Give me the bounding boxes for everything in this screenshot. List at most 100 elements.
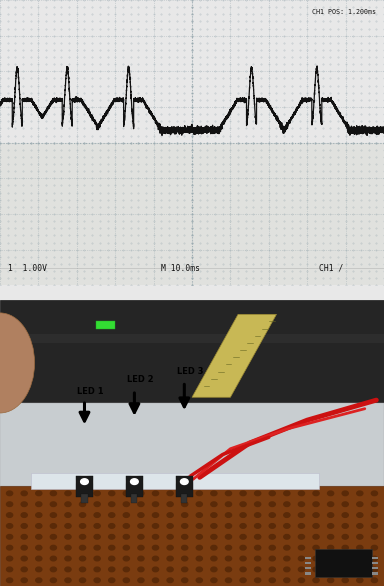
Bar	[0, 486, 384, 586]
Circle shape	[357, 556, 363, 561]
Circle shape	[255, 578, 261, 582]
Circle shape	[109, 534, 115, 539]
Circle shape	[180, 479, 188, 485]
Circle shape	[255, 556, 261, 561]
Circle shape	[182, 502, 188, 506]
Bar	[176, 476, 193, 498]
Circle shape	[284, 513, 290, 517]
Circle shape	[298, 556, 305, 561]
Circle shape	[240, 534, 246, 539]
Circle shape	[50, 524, 56, 528]
Circle shape	[138, 546, 144, 550]
Circle shape	[79, 513, 86, 517]
Circle shape	[225, 567, 232, 572]
Circle shape	[109, 578, 115, 582]
Bar	[315, 549, 372, 577]
Circle shape	[123, 546, 129, 550]
Circle shape	[342, 578, 348, 582]
Circle shape	[65, 502, 71, 506]
Circle shape	[50, 502, 56, 506]
Circle shape	[152, 546, 159, 550]
Circle shape	[167, 491, 173, 496]
Circle shape	[94, 578, 100, 582]
Circle shape	[298, 491, 305, 496]
Circle shape	[79, 578, 86, 582]
Circle shape	[255, 546, 261, 550]
Circle shape	[313, 524, 319, 528]
Circle shape	[240, 556, 246, 561]
Circle shape	[94, 534, 100, 539]
Circle shape	[225, 491, 232, 496]
Circle shape	[211, 546, 217, 550]
Circle shape	[50, 546, 56, 550]
Circle shape	[371, 567, 377, 572]
Bar	[0, 335, 384, 343]
Circle shape	[79, 502, 86, 506]
Circle shape	[182, 578, 188, 582]
Circle shape	[211, 534, 217, 539]
Circle shape	[167, 567, 173, 572]
Circle shape	[371, 502, 377, 506]
Circle shape	[94, 502, 100, 506]
Circle shape	[342, 502, 348, 506]
Circle shape	[357, 513, 363, 517]
Bar	[305, 567, 311, 570]
Circle shape	[342, 513, 348, 517]
Circle shape	[371, 513, 377, 517]
Bar	[0, 403, 384, 486]
Circle shape	[196, 556, 202, 561]
Circle shape	[225, 513, 232, 517]
Circle shape	[79, 556, 86, 561]
Circle shape	[240, 578, 246, 582]
Circle shape	[284, 556, 290, 561]
Circle shape	[7, 491, 13, 496]
Circle shape	[313, 502, 319, 506]
Circle shape	[298, 524, 305, 528]
Circle shape	[182, 546, 188, 550]
Circle shape	[196, 578, 202, 582]
Circle shape	[81, 479, 88, 485]
Circle shape	[357, 546, 363, 550]
Circle shape	[7, 578, 13, 582]
Text: LED 1: LED 1	[77, 387, 103, 396]
Circle shape	[50, 491, 56, 496]
Circle shape	[284, 567, 290, 572]
Circle shape	[167, 556, 173, 561]
Bar	[0, 143, 384, 285]
Circle shape	[357, 567, 363, 572]
Circle shape	[167, 513, 173, 517]
Bar	[372, 567, 378, 570]
Circle shape	[313, 567, 319, 572]
Circle shape	[50, 567, 56, 572]
Circle shape	[182, 567, 188, 572]
Circle shape	[357, 502, 363, 506]
Circle shape	[342, 524, 348, 528]
Circle shape	[313, 491, 319, 496]
Bar	[372, 557, 378, 559]
Circle shape	[21, 491, 27, 496]
Circle shape	[328, 491, 334, 496]
Circle shape	[211, 578, 217, 582]
Circle shape	[65, 491, 71, 496]
Circle shape	[109, 491, 115, 496]
Circle shape	[109, 524, 115, 528]
Circle shape	[196, 502, 202, 506]
Bar	[305, 562, 311, 564]
Circle shape	[240, 502, 246, 506]
Circle shape	[328, 513, 334, 517]
Circle shape	[65, 534, 71, 539]
Circle shape	[152, 534, 159, 539]
Circle shape	[126, 475, 143, 488]
Circle shape	[313, 534, 319, 539]
Circle shape	[298, 546, 305, 550]
Circle shape	[284, 491, 290, 496]
Circle shape	[357, 524, 363, 528]
Circle shape	[371, 578, 377, 582]
Circle shape	[109, 513, 115, 517]
Circle shape	[36, 534, 42, 539]
Circle shape	[65, 556, 71, 561]
Circle shape	[138, 567, 144, 572]
Circle shape	[21, 567, 27, 572]
Circle shape	[182, 524, 188, 528]
Circle shape	[109, 567, 115, 572]
